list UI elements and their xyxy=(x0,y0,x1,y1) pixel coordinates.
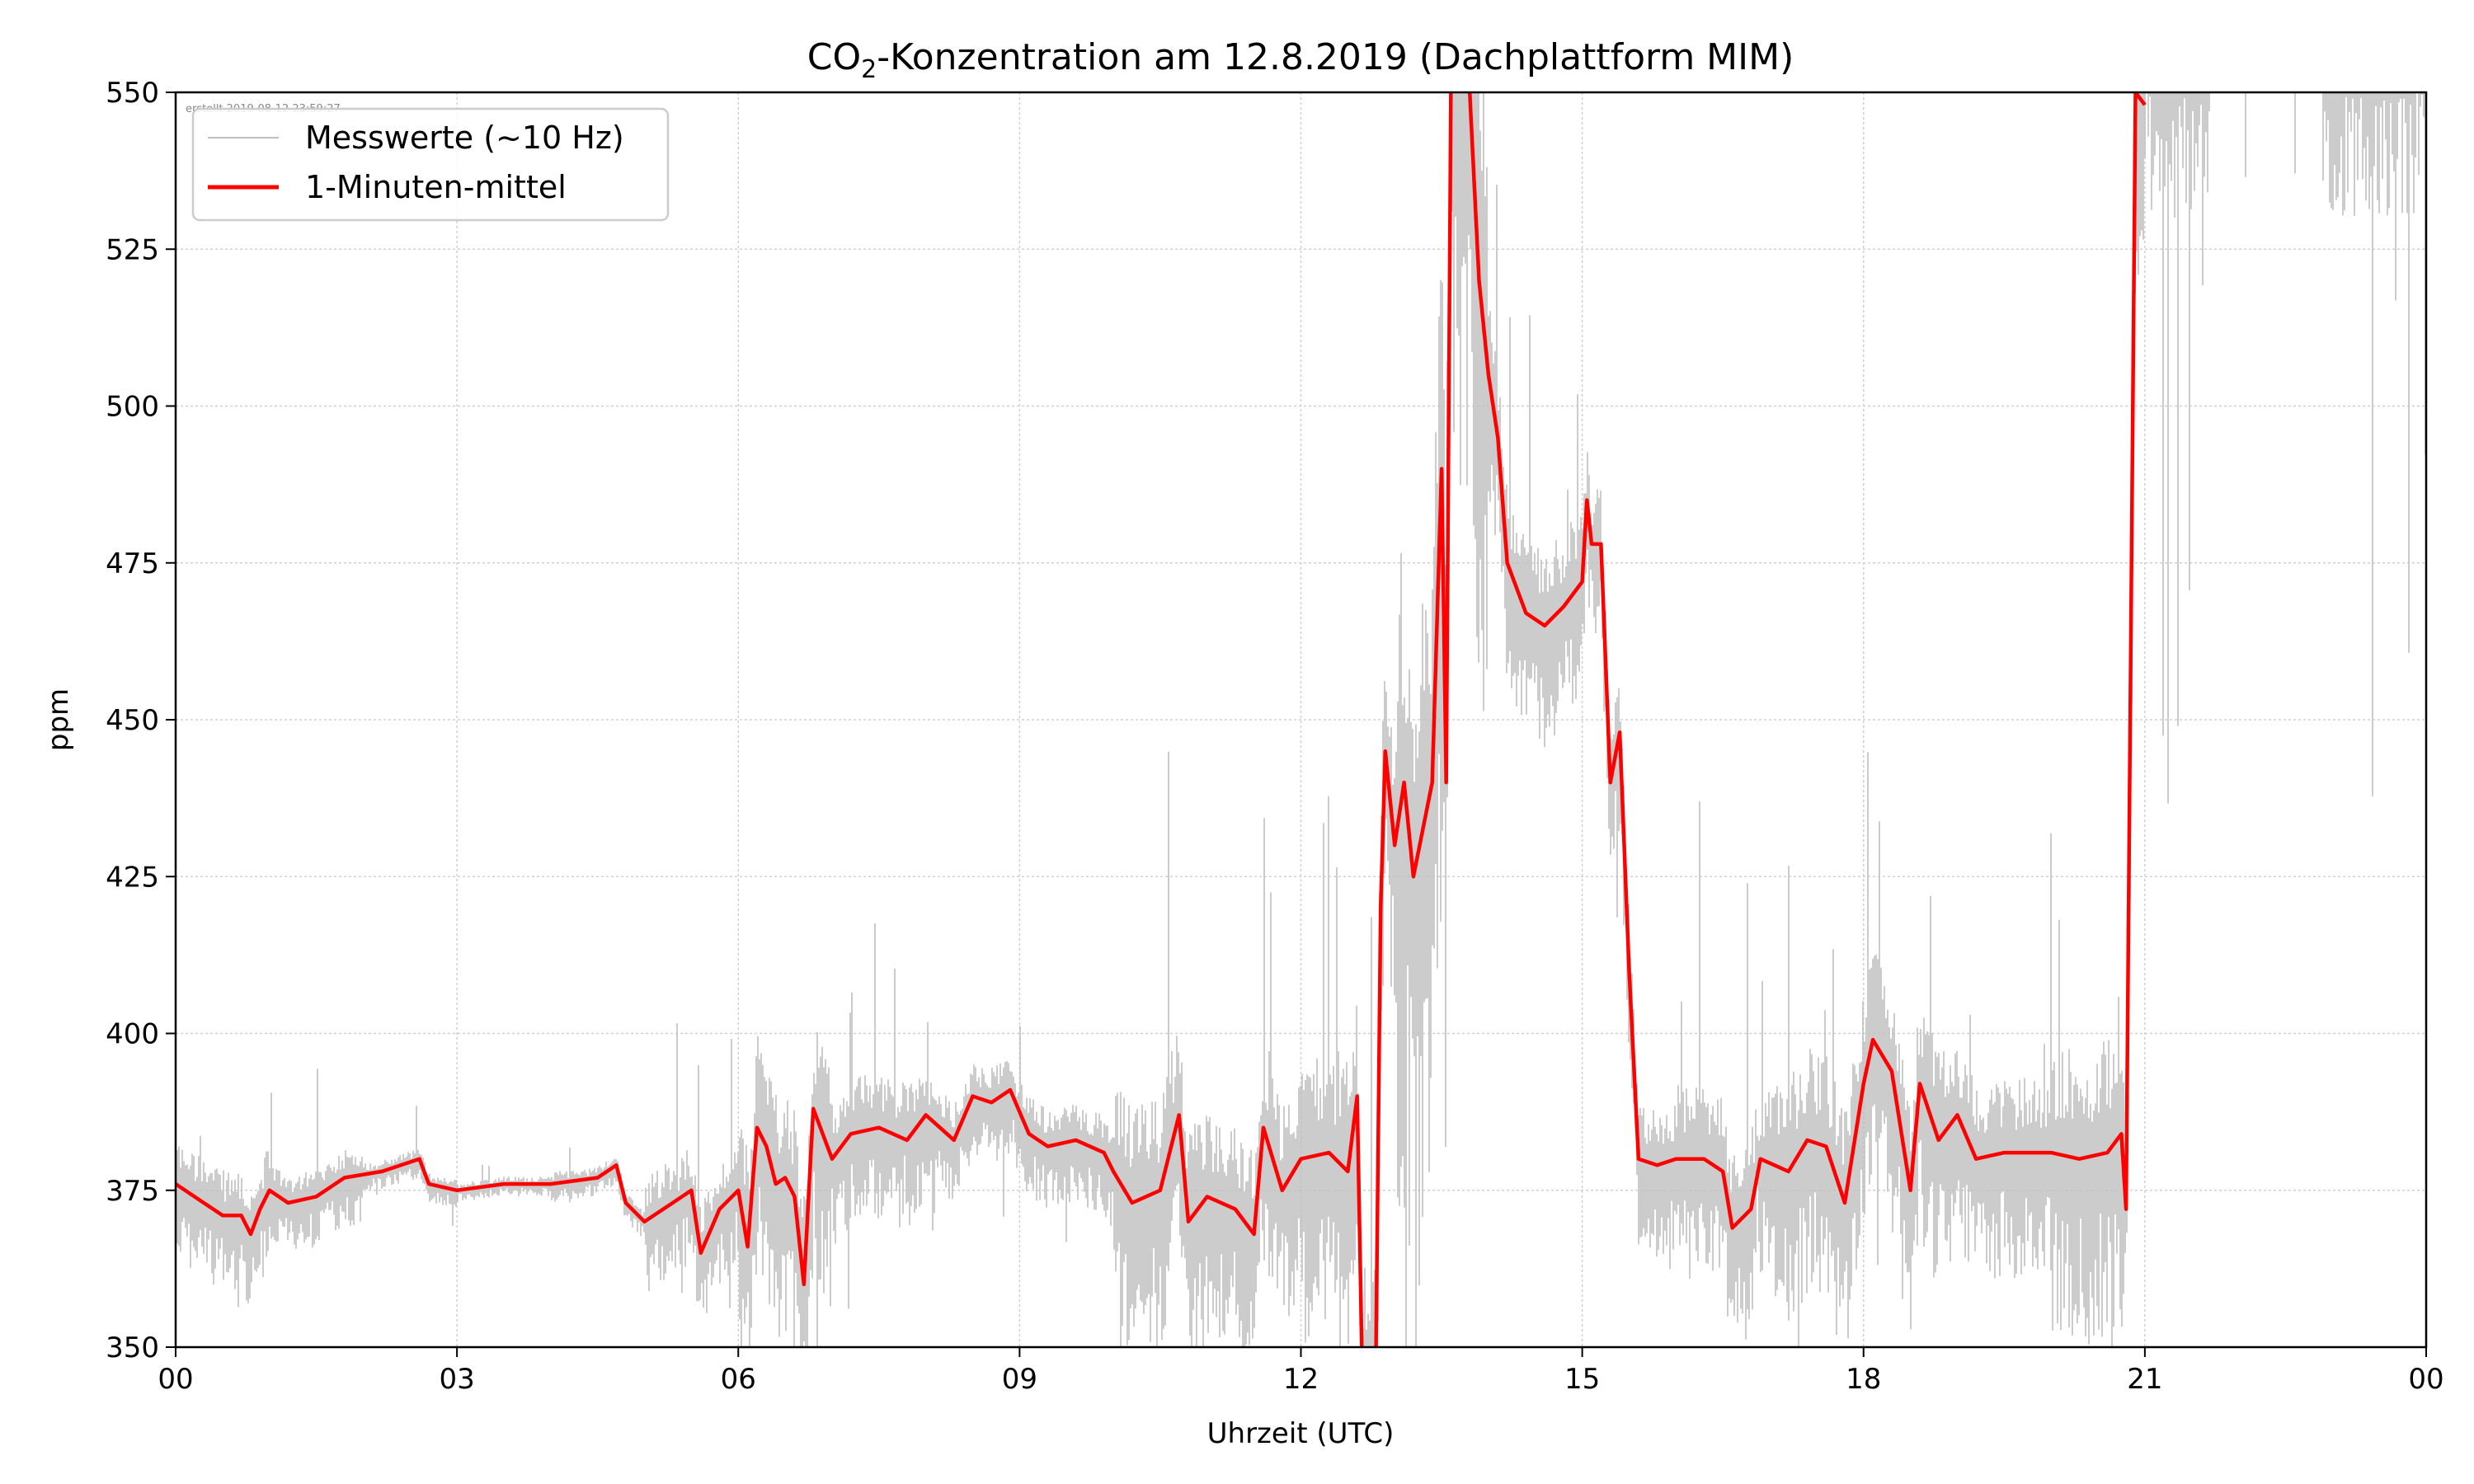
x-tick-label: 12 xyxy=(1283,1363,1319,1396)
y-tick-label: 375 xyxy=(106,1175,159,1208)
y-tick-label: 500 xyxy=(106,391,159,424)
x-tick-label: 09 xyxy=(1002,1363,1037,1396)
x-tick-label: 21 xyxy=(2127,1363,2162,1396)
y-tick-label: 525 xyxy=(106,233,159,266)
x-tick-label: 03 xyxy=(439,1363,474,1396)
y-tick-label: 450 xyxy=(106,704,159,737)
series-1-minuten-mittel xyxy=(176,92,2147,1347)
legend: Messwerte (~10 Hz) 1-Minuten-mittel xyxy=(191,107,670,222)
axis-ticks: 00 03 06 09 12 15 18 21 003503754004254504755005… xyxy=(106,77,2444,1396)
x-tick-label: 18 xyxy=(1846,1363,1881,1396)
y-tick-label: 400 xyxy=(106,1018,159,1051)
y-tick-label: 475 xyxy=(106,547,159,580)
x-axis-label: Uhrzeit (UTC) xyxy=(1207,1417,1395,1450)
x-tick-label: 06 xyxy=(721,1363,756,1396)
legend-label-mittel: 1-Minuten-mittel xyxy=(305,169,567,205)
x-tick-label: 00 xyxy=(158,1363,193,1396)
x-tick-label: 00 xyxy=(2408,1363,2443,1396)
y-tick-label: 550 xyxy=(106,77,159,110)
chart-title: CO2-Konzentration am 12.8.2019 (Dachplat… xyxy=(807,36,1794,84)
y-tick-label: 350 xyxy=(106,1331,159,1364)
x-tick-label: 15 xyxy=(1564,1363,1600,1396)
y-tick-label: 425 xyxy=(106,861,159,894)
legend-label-messwerte: Messwerte (~10 Hz) xyxy=(305,120,624,156)
y-axis-label: ppm xyxy=(42,688,75,751)
